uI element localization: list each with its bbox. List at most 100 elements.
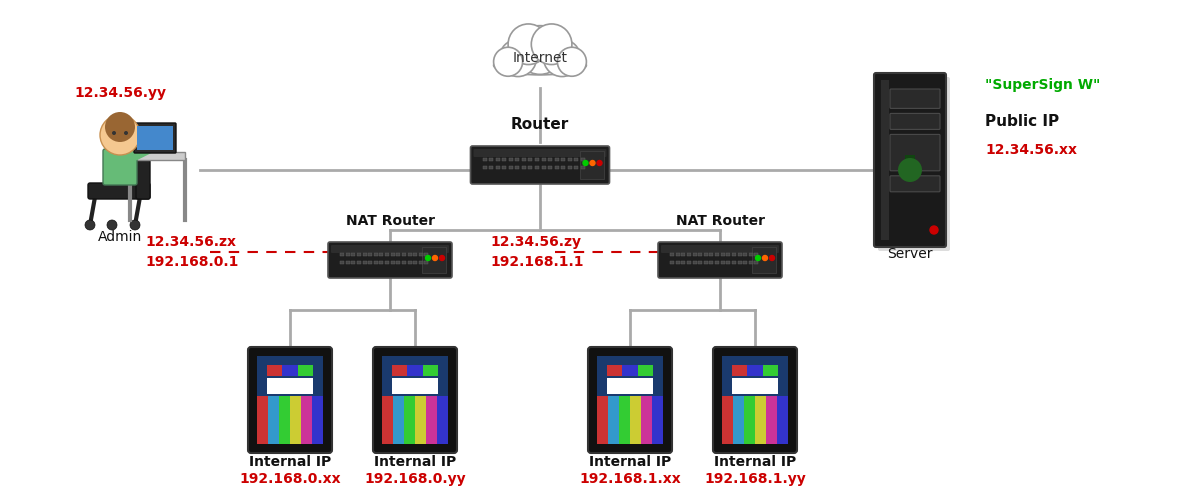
- Bar: [676, 253, 679, 256]
- Bar: [528, 158, 533, 161]
- Bar: [356, 253, 361, 256]
- Text: 12.34.56.zx: 12.34.56.zx: [145, 235, 236, 249]
- Bar: [346, 261, 349, 264]
- FancyBboxPatch shape: [88, 183, 150, 199]
- Bar: [535, 166, 539, 169]
- Circle shape: [544, 40, 581, 76]
- Bar: [282, 365, 298, 376]
- Bar: [619, 396, 630, 444]
- Text: NAT Router: NAT Router: [676, 214, 764, 228]
- Circle shape: [762, 256, 768, 260]
- Bar: [340, 261, 344, 264]
- Bar: [419, 261, 422, 264]
- Bar: [692, 261, 696, 264]
- Text: 192.168.1.xx: 192.168.1.xx: [580, 472, 680, 486]
- Bar: [379, 261, 383, 264]
- Bar: [715, 261, 719, 264]
- FancyBboxPatch shape: [713, 347, 797, 453]
- Bar: [630, 396, 641, 444]
- Circle shape: [130, 220, 140, 230]
- FancyBboxPatch shape: [134, 123, 176, 153]
- Bar: [502, 166, 506, 169]
- Bar: [548, 166, 552, 169]
- Bar: [515, 166, 520, 169]
- Bar: [413, 253, 418, 256]
- Bar: [641, 396, 652, 444]
- Text: 12.34.56.zy: 12.34.56.zy: [490, 235, 581, 249]
- Circle shape: [557, 48, 587, 76]
- FancyBboxPatch shape: [248, 347, 332, 453]
- Bar: [686, 253, 691, 256]
- Bar: [743, 253, 748, 256]
- FancyBboxPatch shape: [658, 242, 782, 278]
- Circle shape: [124, 131, 128, 135]
- Circle shape: [898, 158, 922, 182]
- Circle shape: [590, 160, 595, 166]
- Bar: [419, 253, 422, 256]
- Text: Internet: Internet: [512, 51, 568, 65]
- Text: 192.168.0.1: 192.168.0.1: [145, 255, 239, 269]
- Bar: [373, 253, 378, 256]
- Bar: [721, 253, 725, 256]
- Bar: [703, 253, 708, 256]
- Bar: [709, 261, 713, 264]
- Bar: [391, 253, 395, 256]
- FancyBboxPatch shape: [328, 242, 452, 278]
- Bar: [407, 365, 422, 376]
- Text: Internal IP: Internal IP: [589, 455, 671, 469]
- Bar: [396, 261, 401, 264]
- Bar: [698, 261, 702, 264]
- Bar: [515, 158, 520, 161]
- Text: Internal IP: Internal IP: [714, 455, 796, 469]
- Bar: [562, 166, 565, 169]
- Bar: [268, 396, 278, 444]
- Bar: [110, 152, 185, 160]
- FancyBboxPatch shape: [470, 146, 610, 184]
- Bar: [670, 253, 674, 256]
- Text: Public IP: Public IP: [985, 114, 1060, 130]
- Bar: [722, 396, 733, 444]
- Bar: [340, 253, 344, 256]
- Text: "SuperSign W": "SuperSign W": [985, 78, 1100, 92]
- Bar: [682, 261, 685, 264]
- Bar: [290, 396, 301, 444]
- Bar: [562, 158, 565, 161]
- Bar: [482, 158, 486, 161]
- FancyBboxPatch shape: [890, 176, 940, 192]
- Bar: [394, 396, 404, 444]
- Bar: [385, 261, 389, 264]
- Bar: [373, 261, 378, 264]
- Bar: [637, 365, 653, 376]
- Bar: [575, 166, 578, 169]
- FancyBboxPatch shape: [136, 140, 150, 199]
- Bar: [698, 253, 702, 256]
- Bar: [385, 253, 389, 256]
- Bar: [607, 365, 623, 376]
- Bar: [422, 247, 446, 273]
- Bar: [509, 158, 512, 161]
- Bar: [396, 253, 401, 256]
- FancyBboxPatch shape: [373, 347, 457, 453]
- Text: 12.34.56.xx: 12.34.56.xx: [985, 143, 1078, 157]
- Bar: [425, 253, 428, 256]
- Bar: [502, 158, 506, 161]
- Bar: [722, 356, 788, 444]
- Bar: [437, 396, 448, 444]
- Bar: [402, 253, 406, 256]
- FancyBboxPatch shape: [331, 245, 449, 253]
- Circle shape: [508, 24, 548, 64]
- Bar: [425, 261, 428, 264]
- Bar: [528, 166, 533, 169]
- Bar: [413, 261, 418, 264]
- Bar: [404, 396, 415, 444]
- Bar: [257, 356, 323, 444]
- Bar: [598, 396, 608, 444]
- Text: 192.168.1.yy: 192.168.1.yy: [704, 472, 806, 486]
- FancyBboxPatch shape: [890, 134, 940, 171]
- Bar: [752, 247, 776, 273]
- Bar: [257, 396, 268, 444]
- Bar: [298, 365, 313, 376]
- Bar: [368, 261, 372, 264]
- Bar: [522, 158, 526, 161]
- Circle shape: [598, 160, 602, 166]
